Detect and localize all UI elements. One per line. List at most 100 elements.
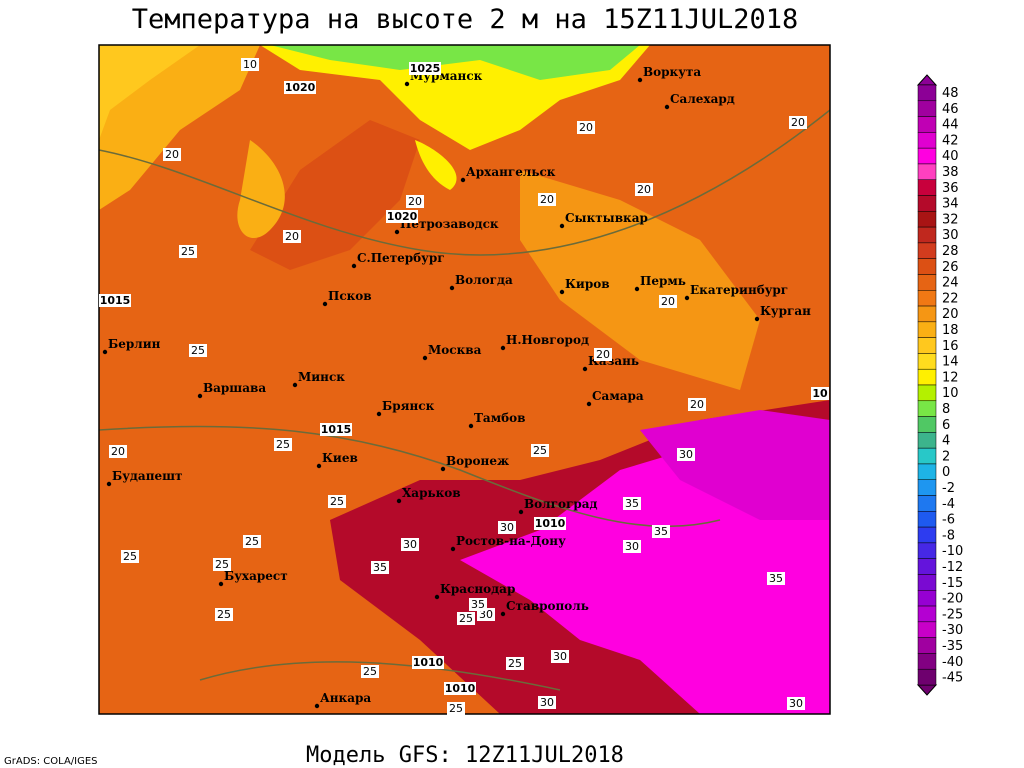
temperature-label-box — [274, 438, 292, 451]
isobar-label: 1025 — [410, 62, 441, 75]
colorbar-swatch — [917, 574, 937, 591]
colorbar-cap — [916, 684, 938, 696]
colorbar-label: 34 — [942, 197, 959, 212]
colorbar-swatch — [917, 242, 937, 259]
city-label: Брянск — [382, 399, 435, 413]
cool-zone — [99, 45, 200, 140]
colorbar-label: 2 — [942, 449, 950, 464]
city-label: Бухарест — [224, 569, 288, 583]
city-label: Салехард — [670, 92, 735, 106]
colorbar-swatch — [917, 147, 937, 165]
temperature-label-box — [531, 444, 549, 457]
temperature-label: 30 — [625, 540, 639, 553]
city-dot — [518, 509, 524, 515]
city-dot — [197, 393, 203, 399]
city-dot — [396, 498, 402, 504]
temperature-label: 20 — [285, 230, 299, 243]
colorbar-label: 16 — [942, 339, 959, 354]
temperature-label-box — [401, 538, 419, 551]
city-dot — [404, 81, 410, 87]
colorbar-swatch — [917, 637, 937, 654]
map-labels: Мурманск ВоркутаСалехардАрхангельскПетроз… — [99, 58, 829, 715]
temperature-label: 25 — [191, 344, 205, 357]
temperature-label: 25 — [217, 608, 231, 621]
colorbar-swatch — [917, 321, 937, 338]
colorbar-swatch — [917, 337, 937, 354]
temperature-label-box — [538, 193, 556, 206]
city-label: Будапешт — [112, 469, 182, 483]
isobar-label-box — [284, 81, 316, 94]
colorbar-label: 6 — [942, 418, 950, 433]
temperature-label-box — [179, 245, 197, 258]
colorbar-label: -8 — [942, 528, 955, 543]
isobar-label-box — [386, 210, 418, 223]
model-caption: Модель GFS: 12Z11JUL2018 — [306, 743, 624, 768]
city-label: Киров — [565, 277, 610, 291]
colorbar-label: 4 — [942, 434, 950, 449]
temperature-label-box — [241, 58, 259, 71]
colorbar-label: 40 — [942, 149, 959, 164]
colorbar-swatch — [917, 353, 937, 370]
temperature-label: 35 — [769, 572, 783, 585]
colorbar-label: -2 — [942, 481, 955, 496]
temperature-label: 25 — [533, 444, 547, 457]
temperature-label: 35 — [625, 497, 639, 510]
colorbar-label: -35 — [942, 639, 963, 654]
colorbar-label: 30 — [942, 228, 959, 243]
colorbar-swatch — [917, 558, 937, 575]
city-label: Варшава — [203, 381, 266, 395]
city-label: Курган — [760, 304, 811, 318]
isobar-label: 10 — [812, 387, 828, 400]
isobar-label-box — [320, 423, 352, 436]
isobar-label: 1020 — [285, 81, 316, 94]
colorbar-swatch — [917, 668, 937, 686]
city-dot — [422, 355, 428, 361]
colorbar-cap — [916, 74, 938, 86]
temperature-label-box — [688, 398, 706, 411]
colorbar-swatch — [917, 526, 937, 544]
temperature-label: 25 — [181, 245, 195, 258]
temperature-label-box — [498, 521, 516, 534]
temperature-label-box — [371, 561, 389, 574]
city-label: Петрозаводск — [400, 217, 499, 231]
colorbar-swatch — [917, 447, 937, 465]
temperature-label: 20 — [579, 121, 593, 134]
colorbar-swatch — [917, 368, 937, 386]
isobar-label: 1020 — [387, 210, 418, 223]
temperature-label: 20 — [408, 195, 422, 208]
temperature-label-box — [469, 598, 487, 611]
temperature-label: 20 — [661, 295, 675, 308]
colorbar-label: 8 — [942, 402, 950, 417]
city-dot — [500, 345, 506, 351]
city-label: Пермь — [640, 274, 686, 288]
temperature-label: 35 — [471, 598, 485, 611]
colorbar-label: 22 — [942, 291, 959, 306]
temperature-label-box — [787, 697, 805, 710]
temperature-label-box — [767, 572, 785, 585]
city-label: Тамбов — [474, 411, 525, 425]
colorbar-swatch — [917, 463, 937, 480]
colorbar-swatch — [917, 605, 937, 623]
temperature-label: 25 — [363, 665, 377, 678]
colorbar-label: 10 — [942, 386, 959, 401]
city-label: Воронеж — [446, 454, 509, 468]
colorbar-label: 32 — [942, 212, 959, 227]
colorbar-swatch — [917, 116, 937, 133]
colorbar-swatch — [917, 511, 937, 528]
colorbar-swatch — [917, 100, 937, 117]
colorbar-swatch — [917, 479, 937, 496]
city-dot — [460, 177, 466, 183]
temperature-label: 30 — [540, 696, 554, 709]
isobar-label-box — [444, 682, 476, 695]
city-dot — [449, 285, 455, 291]
city-dot — [106, 481, 112, 487]
isobar-label-box — [412, 656, 444, 669]
colorbar-label: 36 — [942, 181, 959, 196]
isobar-label-box — [409, 62, 441, 75]
city-dot — [559, 223, 565, 229]
temperature-label-box — [447, 702, 465, 715]
colorbar-swatch — [917, 432, 937, 449]
temperature-label: 30 — [679, 448, 693, 461]
city-label: Екатеринбург — [690, 283, 788, 297]
